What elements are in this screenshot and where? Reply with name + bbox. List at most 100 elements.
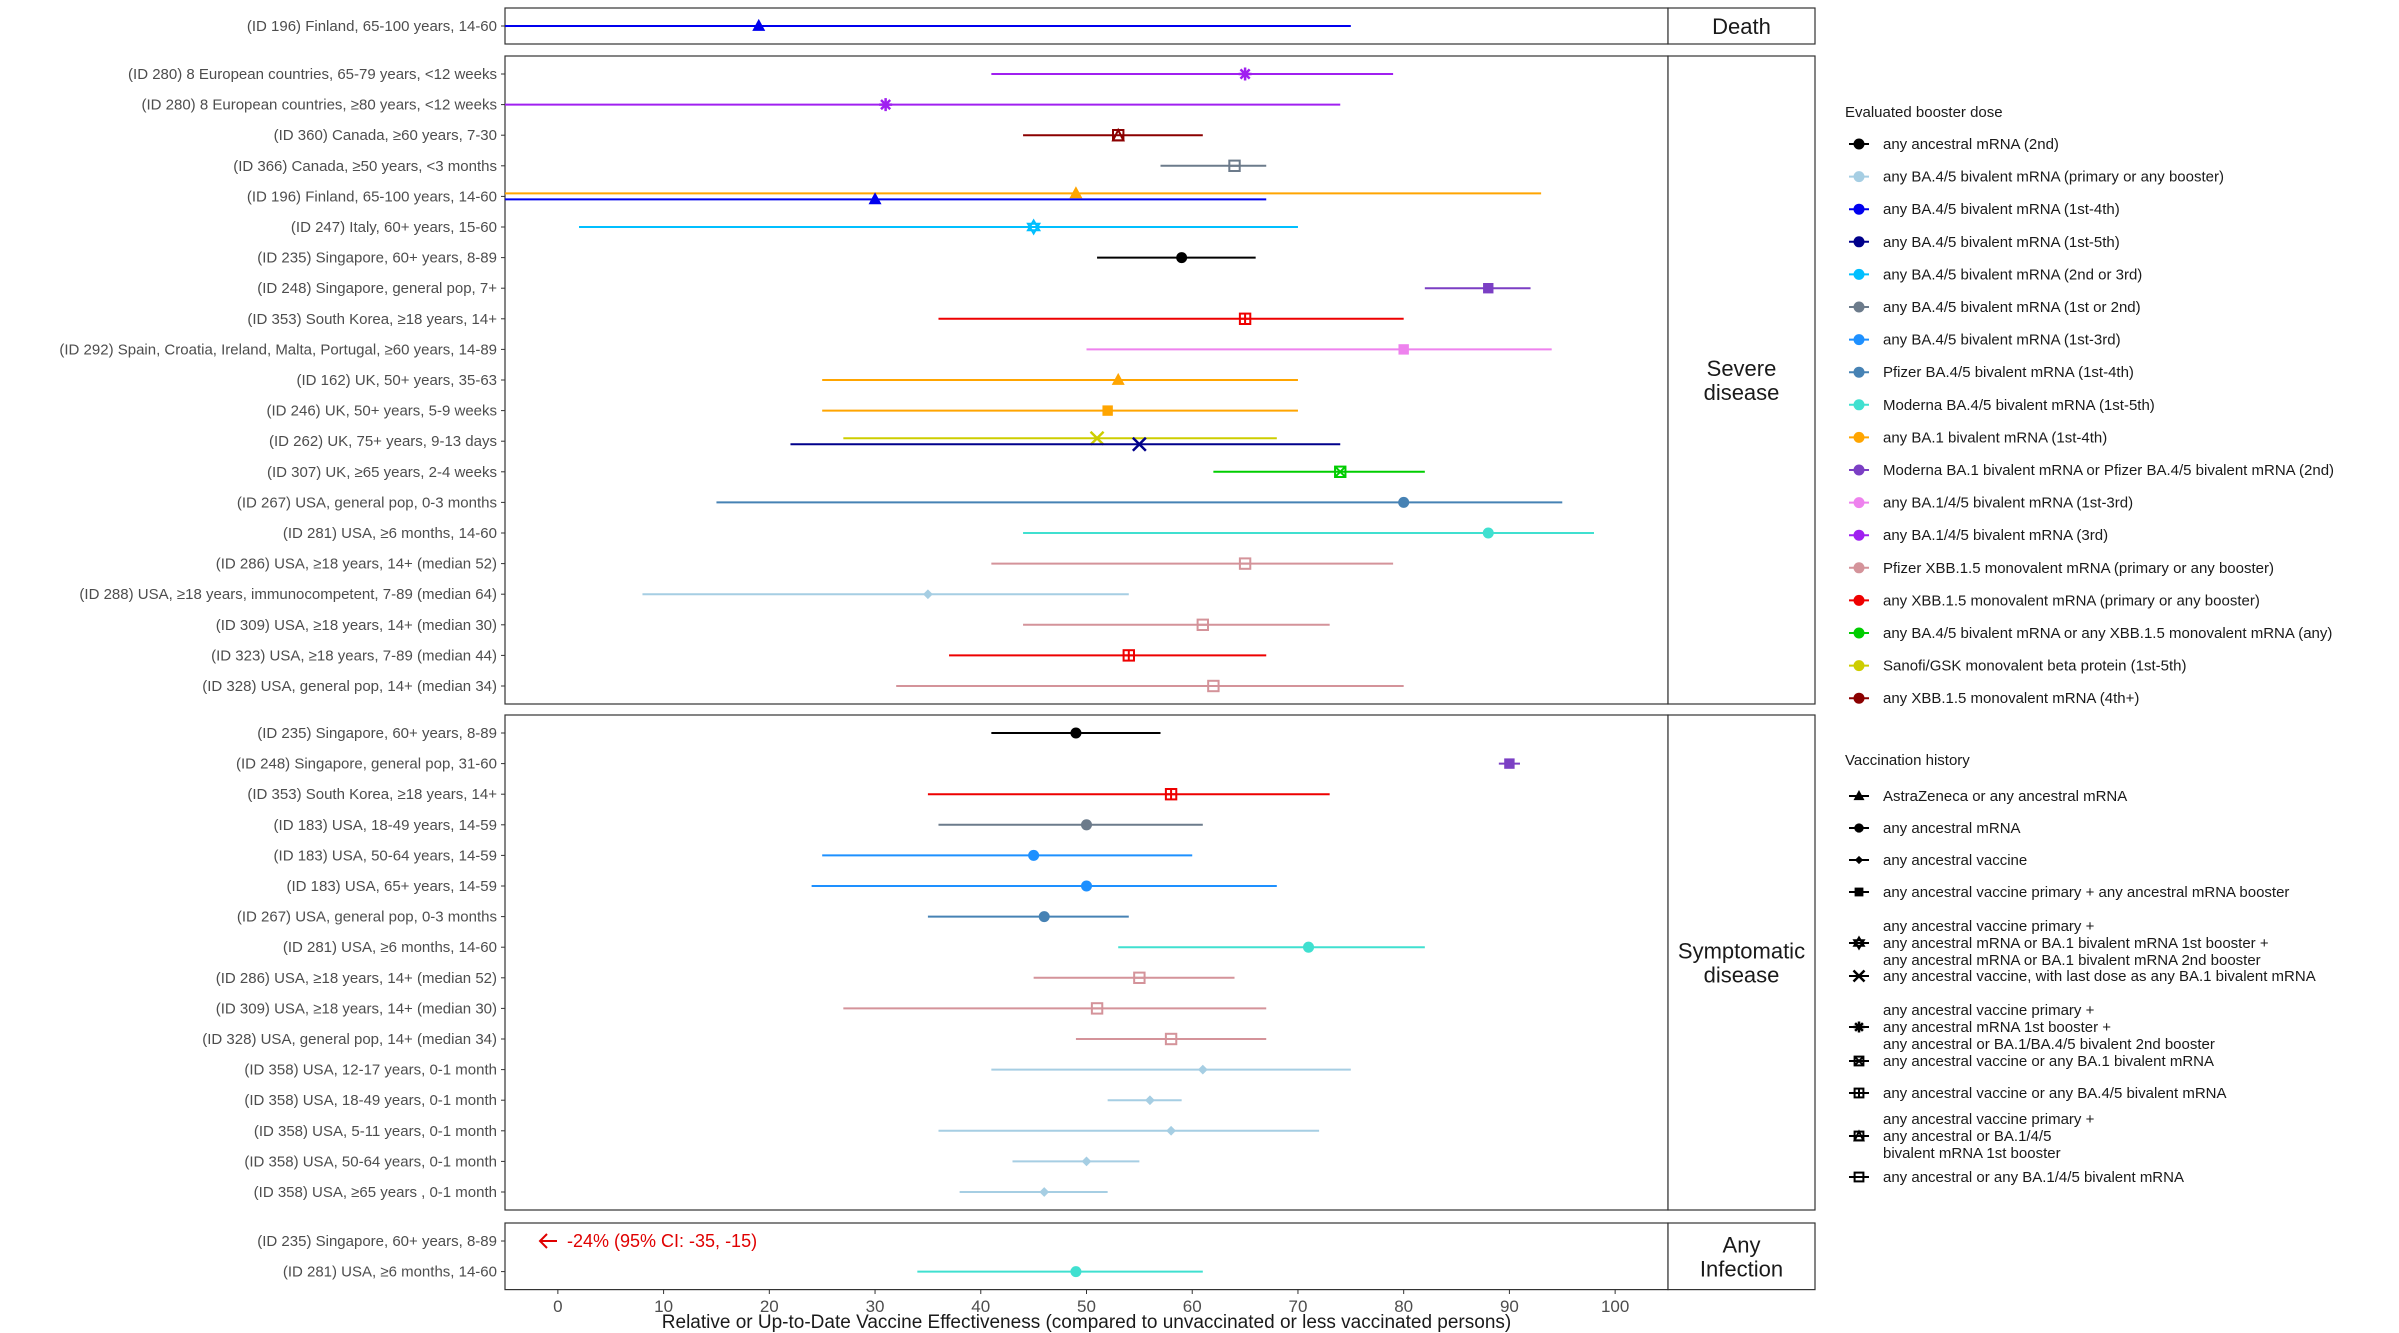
row-label: (ID 358) USA, 5-11 years, 0-1 month (254, 1123, 497, 1140)
point-marker (1039, 1187, 1050, 1197)
point-marker (1398, 496, 1410, 508)
estimate-mark (1075, 1032, 1267, 1046)
point-marker (879, 98, 893, 112)
legend-booster-item: any BA.4/5 bivalent mRNA (2nd or 3rd) (1849, 266, 2142, 283)
row-label: (ID 267) USA, general pop, 0-3 months (237, 909, 497, 926)
row-label: (ID 183) USA, 65+ years, 14-59 (286, 878, 497, 895)
legend-history-item: any ancestral vaccine or any BA.1 bivale… (1849, 1053, 2214, 1070)
legend-history-label: any ancestral or any BA.1/4/5 bivalent m… (1883, 1169, 2184, 1186)
x-tick-label: 30 (866, 1297, 885, 1316)
point-marker (1111, 372, 1125, 385)
legend-booster-item: Pfizer XBB.1.5 monovalent mRNA (primary … (1849, 560, 2274, 577)
point-marker (1133, 971, 1146, 984)
row-label: (ID 246) UK, 50+ years, 5-9 weeks (266, 403, 497, 420)
legend-history-label: any ancestral vaccine or any BA.4/5 biva… (1883, 1085, 2227, 1102)
point-marker (1303, 941, 1315, 953)
row-label: (ID 288) USA, ≥18 years, immunocompetent… (79, 586, 497, 603)
x-axis-title: Relative or Up-to-Date Vaccine Effective… (662, 1312, 1511, 1333)
legend-history-item: any ancestral vaccine primary + any ances… (1849, 918, 2269, 969)
estimate-mark (790, 436, 1341, 452)
strip-label: Death (1712, 14, 1771, 39)
estimate-mark (1118, 941, 1425, 953)
legend-booster-label: any BA.1/4/5 bivalent mRNA (3rd) (1883, 527, 2108, 544)
x-tick-label: 60 (1183, 1297, 1202, 1316)
x-tick-label: 70 (1288, 1297, 1307, 1316)
point-marker (752, 18, 766, 31)
strip-label: Symptomatic disease (1678, 939, 1805, 988)
legend-booster-label: any BA.4/5 bivalent mRNA (1st-3rd) (1883, 332, 2121, 349)
panel-3 (504, 1222, 1669, 1291)
legend-booster-label: any BA.4/5 bivalent mRNA (1st or 2nd) (1883, 299, 2141, 316)
strip-label: Severe disease (1704, 356, 1780, 405)
point-marker (1398, 344, 1409, 355)
legend-booster-label: any XBB.1.5 monovalent mRNA (4th+) (1883, 690, 2139, 707)
point-marker (923, 589, 933, 600)
legend-history-label: any ancestral vaccine primary + any ance… (1883, 884, 2289, 901)
point-marker (1111, 127, 1126, 142)
point-marker (1334, 465, 1347, 479)
point-marker (1238, 557, 1252, 570)
estimate-mark (991, 557, 1394, 570)
legend-booster-item: any XBB.1.5 monovalent mRNA (primary or … (1849, 592, 2260, 609)
estimate-mark (505, 192, 1267, 205)
legend-booster-label: any BA.1 bivalent mRNA (1st-4th) (1883, 429, 2107, 446)
panel-2 (504, 714, 1669, 1211)
point-marker (1164, 1032, 1178, 1046)
row-label: (ID 267) USA, general pop, 0-3 months (237, 494, 497, 511)
row-label: (ID 281) USA, ≥6 months, 14-60 (283, 525, 497, 542)
legend-history-label: any ancestral vaccine, with last dose as… (1883, 968, 2316, 985)
estimate-mark (822, 405, 1298, 416)
estimate-mark (1012, 1156, 1140, 1167)
row-label: (ID 307) UK, ≥65 years, 2-4 weeks (267, 464, 497, 481)
point-marker (1131, 436, 1147, 452)
row-label: (ID 281) USA, ≥6 months, 14-60 (283, 939, 497, 956)
point-marker (1028, 849, 1040, 861)
estimate-mark (642, 589, 1129, 600)
row-label: (ID 286) USA, ≥18 years, 14+ (median 52) (216, 970, 497, 987)
strip-2: Symptomatic disease (1667, 714, 1816, 1211)
legend-history-item: any ancestral vaccine primary + any ances… (1849, 1111, 2095, 1162)
estimate-mark (991, 1064, 1351, 1075)
row-label: (ID 235) Singapore, 60+ years, 8-89 (257, 1233, 497, 1250)
x-tick-label: 50 (1077, 1297, 1096, 1316)
row-labels: (ID 196) Finland, 65-100 years, 14-60 (ID… (59, 18, 505, 1281)
legend-history-title: Vaccination history (1845, 752, 1970, 769)
row-label: (ID 248) Singapore, general pop, 31-60 (236, 756, 497, 773)
legend-history-item: any ancestral mRNA (1849, 820, 2021, 837)
estimate-mark (579, 218, 1298, 236)
estimate-mark (927, 788, 1330, 801)
legend-history-item: any ancestral vaccine or any BA.4/5 biva… (1849, 1085, 2227, 1102)
row-label: (ID 309) USA, ≥18 years, 14+ (median 30) (216, 617, 497, 634)
row-label: (ID 353) South Korea, ≥18 years, 14+ (247, 311, 497, 328)
legend-history-label: any ancestral vaccine or any BA.1 bivale… (1883, 1053, 2214, 1070)
x-tick-label: 20 (760, 1297, 779, 1316)
legend-booster-item: Moderna BA.1 bivalent mRNA or Pfizer BA.… (1849, 462, 2334, 479)
legend-history-label: any ancestral mRNA (1883, 820, 2021, 837)
legend-booster-label: any BA.4/5 bivalent mRNA or any XBB.1.5 … (1883, 625, 2332, 642)
point-marker (1228, 159, 1241, 173)
estimate-mark (822, 372, 1298, 385)
estimate-mark (1213, 465, 1425, 479)
estimate-mark (991, 727, 1161, 739)
legend-booster-item: any BA.4/5 bivalent mRNA (1st-3rd) (1849, 332, 2121, 349)
row-label: (ID 235) Singapore, 60+ years, 8-89 (257, 725, 497, 742)
point-marker (1145, 1095, 1155, 1106)
legend-booster-item: any BA.1/4/5 bivalent mRNA (3rd) (1849, 527, 2108, 544)
legend-booster-label: any ancestral mRNA (2nd) (1883, 136, 2059, 153)
legend-booster-label: any BA.4/5 bivalent mRNA (1st-5th) (1883, 234, 2120, 251)
annotation-text: -24% (95% CI: -35, -15) (567, 1231, 757, 1251)
estimate-mark (1160, 159, 1267, 173)
point-marker (1080, 880, 1093, 892)
row-label: (ID 247) Italy, 60+ years, 15-60 (291, 219, 497, 236)
legend-history-marker (1852, 969, 1866, 983)
row-label: (ID 235) Singapore, 60+ years, 8-89 (257, 250, 497, 267)
strip-label: Any Infection (1700, 1232, 1783, 1281)
x-tick-label: 90 (1500, 1297, 1519, 1316)
point-marker (1176, 252, 1188, 264)
estimate-mark (1498, 758, 1520, 769)
point-marker (1197, 1064, 1208, 1075)
row-label: (ID 281) USA, ≥6 months, 14-60 (283, 1264, 497, 1281)
row-label: (ID 328) USA, general pop, 14+ (median 3… (202, 678, 497, 695)
point-marker (1122, 649, 1135, 662)
legend-history-item: AstraZeneca or any ancestral mRNA (1849, 788, 2127, 805)
